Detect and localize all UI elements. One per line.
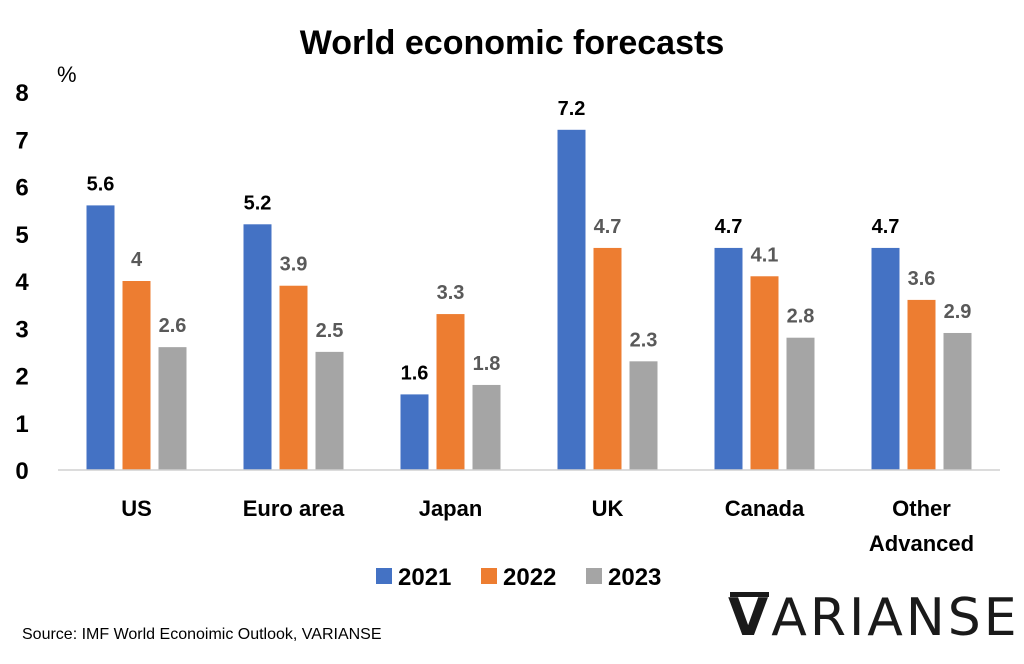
y-tick-label: 1 xyxy=(15,411,28,438)
bar-2023-us xyxy=(158,347,187,470)
y-axis-ticks: 0 1 2 3 4 5 6 7 8 xyxy=(15,80,29,485)
bar-2023-euro-area xyxy=(315,351,344,470)
legend-label: 2021 xyxy=(398,564,451,591)
legend-label: 2023 xyxy=(608,564,661,591)
bars xyxy=(86,129,972,471)
category-label: Japan xyxy=(419,496,483,521)
data-label: 4.7 xyxy=(872,216,900,238)
bar-2021-other-advanced xyxy=(871,247,900,470)
y-tick-label: 7 xyxy=(15,127,28,154)
bar-2023-other-advanced xyxy=(943,332,972,470)
brand-logo-v: V xyxy=(728,588,772,648)
data-label: 2.3 xyxy=(630,329,658,351)
legend-swatch-2021 xyxy=(376,568,392,584)
category-label: US xyxy=(121,496,152,521)
data-label: 4.7 xyxy=(594,216,622,238)
legend-swatch-2022 xyxy=(481,568,497,584)
bar-2022-japan xyxy=(436,314,465,470)
bar-2023-japan xyxy=(472,384,501,470)
bar-2023-canada xyxy=(786,337,815,470)
legend-label: 2022 xyxy=(503,564,556,591)
y-tick-label: 8 xyxy=(15,80,28,107)
data-label: 1.8 xyxy=(473,353,501,375)
bar-2021-uk xyxy=(557,129,586,471)
data-label: 4.1 xyxy=(751,244,779,266)
bar-2022-us xyxy=(122,281,151,470)
bar-2022-uk xyxy=(593,247,622,470)
bar-2022-canada xyxy=(750,276,779,470)
brand-logo-text: ARIANSE xyxy=(771,588,1020,648)
data-label: 2.6 xyxy=(159,315,187,337)
data-label: 2.5 xyxy=(316,320,344,342)
category-label: Other Advanced xyxy=(869,496,974,556)
data-label: 3.6 xyxy=(908,268,936,290)
y-tick-label: 2 xyxy=(15,364,28,391)
y-tick-label: 0 xyxy=(15,458,28,485)
data-label: 4.7 xyxy=(715,216,743,238)
data-label: 3.3 xyxy=(437,282,465,304)
bar-2021-us xyxy=(86,205,115,470)
y-tick-label: 5 xyxy=(15,222,28,249)
data-label: 4 xyxy=(131,249,143,271)
legend: 2021 2022 2023 xyxy=(376,564,661,591)
data-label: 5.6 xyxy=(87,173,115,195)
y-tick-label: 4 xyxy=(15,269,29,296)
data-label: 1.6 xyxy=(401,362,429,384)
y-tick-label: 3 xyxy=(15,316,28,343)
bar-2022-euro-area xyxy=(279,285,308,470)
category-label: Canada xyxy=(725,496,805,521)
bar-2021-euro-area xyxy=(243,224,272,470)
bar-2023-uk xyxy=(629,361,658,470)
bar-2021-canada xyxy=(714,247,743,470)
data-label: 2.8 xyxy=(787,306,815,328)
brand-logo: VARIANSE xyxy=(728,588,1020,648)
data-label: 7.2 xyxy=(558,98,586,120)
data-label: 5.2 xyxy=(244,192,272,214)
legend-swatch-2023 xyxy=(586,568,602,584)
source-note: Source: IMF World Econoimic Outlook, VAR… xyxy=(22,626,382,643)
category-label: UK xyxy=(592,496,624,521)
category-labels: US Euro area Japan UK Canada Other Advanced xyxy=(121,496,974,556)
bar-2021-japan xyxy=(400,394,429,470)
data-label: 3.9 xyxy=(280,254,308,276)
chart-title: World economic forecasts xyxy=(300,24,725,62)
bar-2022-other-advanced xyxy=(907,299,936,470)
data-label: 2.9 xyxy=(944,301,972,323)
data-labels: 5.6 4 2.6 5.2 3.9 2.5 1.6 3.3 1.8 7.2 4.7 2.3 4.7 4.1… xyxy=(87,98,972,385)
y-axis-unit: % xyxy=(57,62,77,87)
category-label: Euro area xyxy=(243,496,345,521)
y-tick-label: 6 xyxy=(15,175,28,202)
